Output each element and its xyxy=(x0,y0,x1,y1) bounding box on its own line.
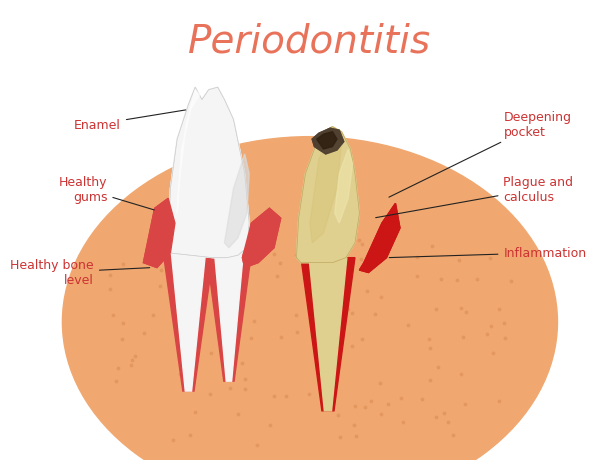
Text: Enamel: Enamel xyxy=(74,111,185,131)
Polygon shape xyxy=(206,253,251,382)
Polygon shape xyxy=(143,199,175,268)
Text: Deepening
pocket: Deepening pocket xyxy=(389,111,571,198)
Text: Healthy
gums: Healthy gums xyxy=(59,175,154,211)
Polygon shape xyxy=(163,253,214,391)
Polygon shape xyxy=(143,199,175,268)
Polygon shape xyxy=(309,258,347,411)
Polygon shape xyxy=(172,253,206,391)
Polygon shape xyxy=(359,204,400,273)
Polygon shape xyxy=(224,155,249,248)
Polygon shape xyxy=(296,127,359,263)
Polygon shape xyxy=(312,129,344,155)
Text: Inflammation: Inflammation xyxy=(389,247,587,260)
Polygon shape xyxy=(359,204,400,273)
Polygon shape xyxy=(242,209,281,268)
Ellipse shape xyxy=(62,138,557,463)
Polygon shape xyxy=(224,155,249,248)
Polygon shape xyxy=(215,253,244,382)
Polygon shape xyxy=(310,135,341,244)
Polygon shape xyxy=(168,88,249,258)
Polygon shape xyxy=(177,91,200,214)
Text: Periodontitis: Periodontitis xyxy=(188,22,431,60)
Text: Plague and
calculus: Plague and calculus xyxy=(376,175,574,218)
Polygon shape xyxy=(296,127,359,263)
Polygon shape xyxy=(317,132,337,150)
Polygon shape xyxy=(242,209,281,268)
Polygon shape xyxy=(301,258,355,411)
Text: Healthy bone
level: Healthy bone level xyxy=(10,259,149,287)
Polygon shape xyxy=(335,150,353,224)
Polygon shape xyxy=(335,150,353,224)
Polygon shape xyxy=(310,135,341,244)
Polygon shape xyxy=(168,88,249,258)
Polygon shape xyxy=(317,132,337,150)
Polygon shape xyxy=(312,129,344,155)
Polygon shape xyxy=(177,91,200,214)
